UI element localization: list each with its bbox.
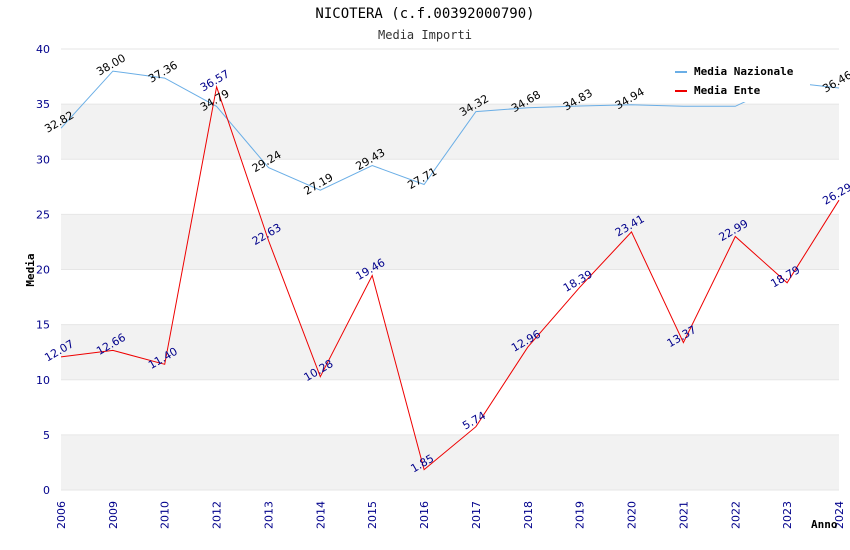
x-axis-label: Anno	[811, 518, 838, 531]
grid-band	[61, 379, 839, 435]
legend-label-ente: Media Ente	[694, 84, 761, 97]
x-tick-label: 2023	[781, 501, 794, 529]
chart-subtitle: Media Importi	[378, 28, 472, 42]
x-tick-label: 2013	[262, 501, 275, 529]
y-tick-label: 30	[36, 153, 50, 166]
y-tick-label: 5	[43, 429, 50, 442]
legend-box	[668, 60, 810, 102]
y-tick-label: 20	[36, 264, 50, 277]
y-axis-ticks: 0 5 10 15 20 25 30 35 40	[36, 43, 50, 497]
series-lines	[60, 70, 840, 471]
x-tick-label: 2016	[418, 501, 431, 529]
x-tick-label: 2015	[366, 501, 379, 529]
x-tick-label: 2006	[55, 501, 68, 529]
y-tick-label: 10	[36, 374, 50, 387]
legend: Media Nazionale Media Ente	[668, 60, 810, 102]
grid-band	[61, 159, 839, 215]
chart-title: NICOTERA (c.f.00392000790)	[315, 6, 534, 22]
grid-band	[61, 269, 839, 325]
x-tick-label: 2020	[626, 501, 639, 529]
x-tick-label: 2019	[574, 501, 587, 529]
x-tick-label: 2010	[159, 501, 172, 529]
x-tick-label: 2017	[470, 501, 483, 529]
grid-band	[61, 324, 839, 380]
y-axis-label: Media	[24, 253, 37, 286]
grid-band	[61, 434, 839, 490]
y-tick-label: 0	[43, 484, 50, 497]
x-axis-ticks: 2006 2009 2010 2012 2013 2014 2015 2016 2017 2018…	[55, 501, 846, 529]
y-tick-label: 15	[36, 319, 50, 332]
legend-label-nazionale: Media Nazionale	[694, 65, 794, 78]
x-tick-label: 2012	[211, 501, 224, 529]
x-tick-label: 2022	[729, 501, 742, 529]
x-tick-label: 2018	[522, 501, 535, 529]
grid-band	[61, 104, 839, 160]
series-line-media-nazionale	[60, 70, 840, 191]
y-tick-label: 40	[36, 43, 50, 56]
x-tick-label: 2024	[833, 501, 846, 529]
x-tick-label: 2021	[677, 501, 690, 529]
grid-bands	[61, 48, 839, 491]
x-tick-label: 2009	[107, 501, 120, 529]
x-tick-label: 2014	[314, 501, 327, 529]
series-line-media-ente	[60, 84, 840, 471]
y-tick-label: 35	[36, 98, 50, 111]
y-tick-label: 25	[36, 208, 50, 221]
